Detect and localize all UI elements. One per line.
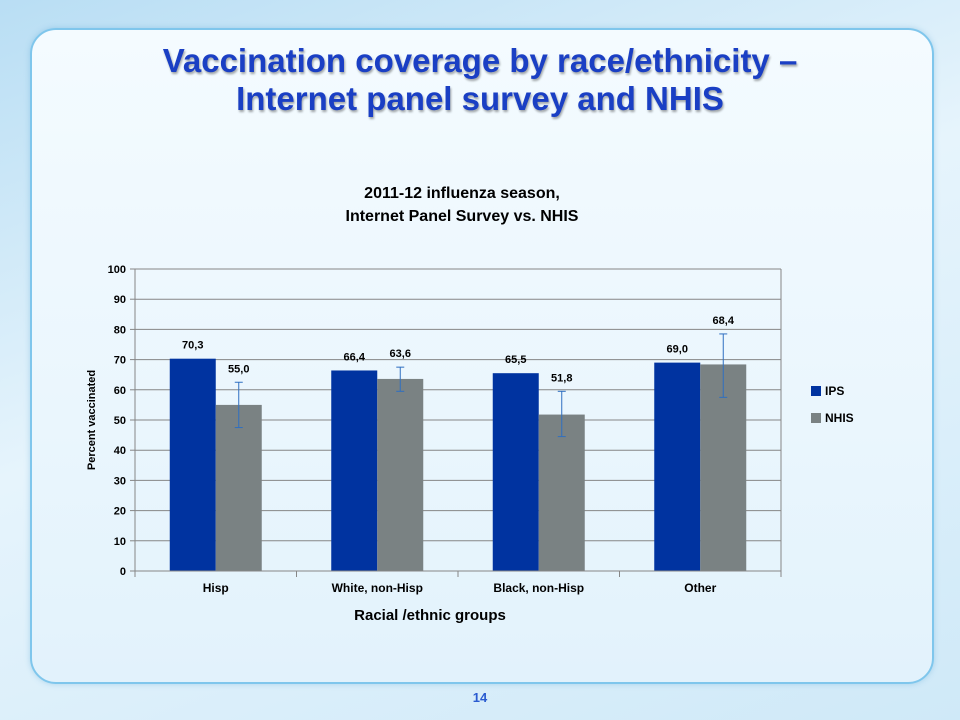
slide-title: Vaccination coverage by race/ethnicity –…: [30, 42, 930, 118]
slide-title-line-2: Internet panel survey and NHIS: [236, 80, 724, 117]
bar-nhis: [700, 364, 747, 571]
legend-label-ips: IPS: [825, 384, 844, 398]
data-label-ips: 65,5: [505, 354, 526, 366]
slide-title-line-1: Vaccination coverage by race/ethnicity –: [162, 42, 798, 79]
y-tick-label: 90: [114, 294, 126, 306]
x-tick-label: Black, non-Hisp: [493, 581, 584, 595]
x-axis-ticks: Hisp White, non-Hisp Black, non-Hisp Other: [134, 570, 782, 595]
data-label-nhis: 51,8: [551, 372, 572, 384]
data-label-nhis: 55,0: [228, 363, 249, 375]
bar-ips: [654, 362, 701, 571]
y-tick-label: 0: [120, 566, 126, 578]
page-number: 14: [472, 690, 488, 705]
y-tick-label: 70: [114, 355, 126, 367]
x-tick-label: Hisp: [203, 581, 229, 595]
legend-label-nhis: NHIS: [825, 411, 854, 425]
data-labels: 70,3 55,0 66,4 63,6 65,5 51,8 69,0 68,4: [182, 315, 735, 384]
x-tick-label: Other: [684, 581, 716, 595]
bar-nhis: [377, 378, 424, 571]
data-label-ips: 66,4: [344, 351, 366, 363]
slide-panel: [30, 28, 934, 684]
legend-swatch-nhis: [811, 413, 821, 423]
data-label-ips: 70,3: [182, 340, 203, 352]
legend: IPS NHIS: [811, 384, 854, 425]
x-tick-label: White, non-Hisp: [332, 581, 423, 595]
bar-ips: [169, 358, 216, 571]
bar-nhis: [215, 404, 262, 571]
data-label-nhis: 68,4: [713, 315, 735, 327]
y-tick-label: 10: [114, 536, 126, 548]
chart-title: 2011-12 influenza season,: [364, 185, 560, 202]
data-label-nhis: 63,6: [390, 348, 411, 360]
legend-swatch-ips: [811, 386, 821, 396]
bar-ips: [492, 373, 539, 571]
data-label-ips: 69,0: [667, 344, 688, 356]
bar-nhis: [538, 414, 585, 571]
x-axis-label: Racial /ethnic groups: [354, 607, 506, 624]
y-tick-label: 30: [114, 475, 126, 487]
y-tick-label: 40: [114, 445, 126, 457]
bar-ips: [331, 370, 378, 571]
y-axis-label: Percent vaccinated: [86, 370, 98, 470]
y-tick-label: 20: [114, 506, 126, 518]
error-bars: [234, 333, 728, 438]
y-tick-label: 100: [108, 264, 126, 276]
y-axis-ticks: 0 10 20 30 40 50 60 70 80 90 100: [108, 264, 135, 578]
y-tick-label: 60: [114, 385, 126, 397]
chart-subtitle: Internet Panel Survey vs. NHIS: [346, 208, 579, 225]
bars: [169, 358, 747, 571]
y-tick-label: 80: [114, 324, 126, 336]
y-tick-label: 50: [114, 415, 126, 427]
